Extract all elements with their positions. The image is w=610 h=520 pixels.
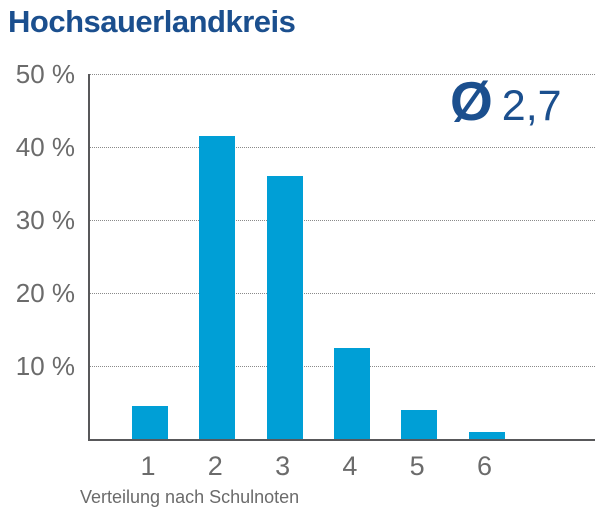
- gridline-50: [90, 74, 595, 75]
- x-tick-label-3: 3: [275, 451, 291, 481]
- gridline-40: [90, 147, 595, 148]
- plot-area: [88, 74, 595, 441]
- y-tick-label-20: 20 %: [15, 278, 75, 308]
- bar-note-5: [401, 410, 438, 439]
- bar-note-6: [468, 432, 505, 439]
- y-tick-label-50: 50 %: [15, 59, 75, 89]
- bar-note-2: [199, 136, 236, 439]
- bar-note-1: [132, 406, 168, 439]
- y-tick-label-40: 40 %: [15, 132, 75, 162]
- bar-note-4: [333, 348, 370, 439]
- bar-note-3: [266, 176, 303, 439]
- x-tick-label-2: 2: [207, 451, 223, 481]
- y-tick-label-10: 10 %: [15, 351, 75, 381]
- x-tick-label-1: 1: [140, 451, 156, 481]
- gridline-30: [90, 220, 595, 221]
- y-tick-label-30: 30 %: [15, 205, 75, 235]
- average-diameter-icon: Ø: [450, 70, 493, 132]
- x-axis-caption: Verteilung nach Schulnoten: [80, 487, 300, 507]
- gridline-20: [90, 293, 595, 294]
- x-tick-label-5: 5: [409, 451, 425, 481]
- average-annotation: Ø 2,7: [450, 74, 562, 129]
- x-tick-label-4: 4: [342, 451, 358, 481]
- average-value: 2,7: [501, 82, 562, 130]
- chart-title: Hochsauerlandkreis: [8, 4, 296, 39]
- x-tick-label-6: 6: [476, 451, 493, 481]
